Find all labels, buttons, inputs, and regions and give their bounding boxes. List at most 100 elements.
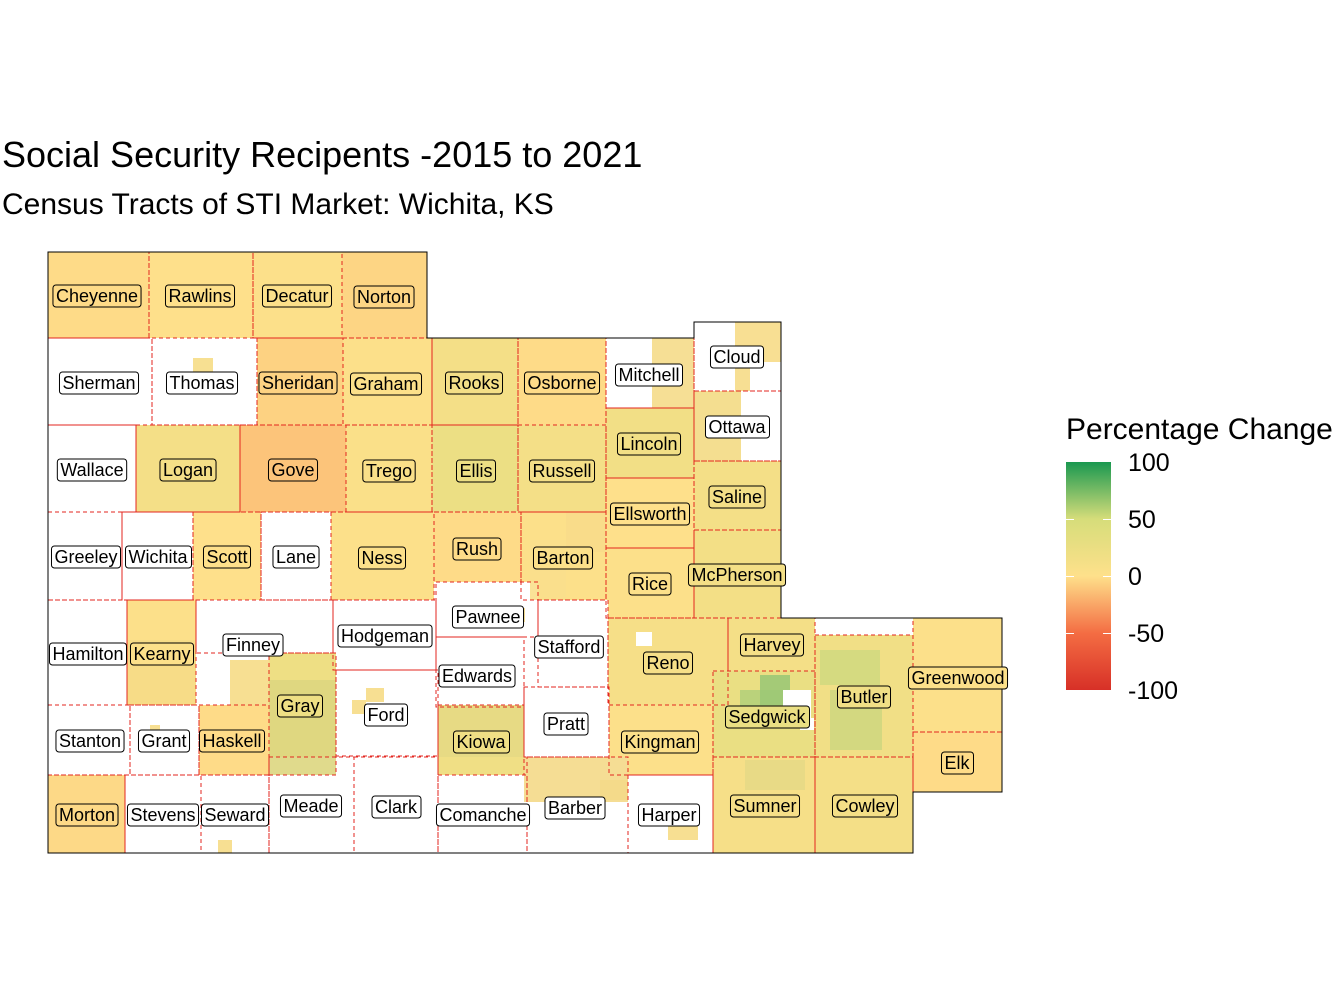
county-label-text: Cloud <box>713 347 760 367</box>
county-label-text: Sherman <box>62 373 135 393</box>
county-label-box <box>724 705 811 729</box>
tract-patch <box>366 688 384 702</box>
county-label-text: Morton <box>59 805 115 825</box>
county-label-box <box>267 458 319 482</box>
county-label-text: Trego <box>366 461 412 481</box>
county-label-box <box>58 371 140 395</box>
county-russell-border <box>517 424 607 513</box>
county-label-cloud: Cloud <box>709 345 765 369</box>
legend-tick <box>1103 633 1111 634</box>
county-label-box <box>739 633 805 657</box>
county-label-box <box>363 703 409 727</box>
county-label-finney: Finney <box>222 633 284 657</box>
county-label-text: Ness <box>361 548 402 568</box>
county-label-greeley: Greeley <box>50 545 122 569</box>
county-label-thomas: Thomas <box>165 371 239 395</box>
county-label-norton: Norton <box>353 285 415 309</box>
county-label-wallace: Wallace <box>56 458 128 482</box>
county-label-butler: Butler <box>836 685 892 709</box>
county-label-text: Mitchell <box>618 365 679 385</box>
county-label-text: McPherson <box>691 565 782 585</box>
county-clark-border <box>353 756 439 854</box>
county-label-box <box>222 633 284 657</box>
county-label-text: Kearny <box>133 644 190 664</box>
county-ford-border <box>335 669 439 757</box>
county-label-barber: Barber <box>544 796 606 820</box>
county-label-box <box>272 545 320 569</box>
county-label-text: Grant <box>141 731 186 751</box>
county-label-box <box>438 664 516 688</box>
county-label-russell: Russell <box>528 459 596 483</box>
tract-patch <box>820 650 880 685</box>
county-labels: Cheyenne Rawlins Decatur Norton Sherman Thoma… <box>48 284 1009 827</box>
legend-tick <box>1103 576 1111 577</box>
county-label-box <box>198 729 266 753</box>
county-label-box <box>362 459 416 483</box>
county-label-text: Comanche <box>439 805 526 825</box>
county-label-text: Greeley <box>54 547 117 567</box>
county-label-seward: Seward <box>200 803 270 827</box>
legend-color-bar <box>1066 462 1111 690</box>
county-label-box <box>371 795 422 819</box>
county-label-cheyenne: Cheyenne <box>52 284 142 308</box>
county-label-text: Ford <box>367 705 404 725</box>
county-label-logan: Logan <box>159 458 217 482</box>
county-label-box <box>200 803 270 827</box>
legend-tick <box>1066 633 1074 634</box>
county-label-stevens: Stevens <box>126 803 200 827</box>
county-label-trego: Trego <box>362 459 416 483</box>
county-label-pratt: Pratt <box>543 712 589 736</box>
county-logan-border <box>135 424 241 513</box>
county-label-kearny: Kearny <box>129 642 195 666</box>
county-label-text: Sedgwick <box>728 707 806 727</box>
county-label-barton: Barton <box>532 546 594 570</box>
county-label-text: Rawlins <box>168 286 231 306</box>
county-label-box <box>276 694 324 718</box>
county-label-text: Rooks <box>448 373 499 393</box>
county-label-text: Norton <box>357 287 411 307</box>
county-label-lincoln: Lincoln <box>616 432 682 456</box>
county-label-kingman: Kingman <box>620 730 700 754</box>
county-label-kiowa: Kiowa <box>452 730 510 754</box>
county-label-box <box>353 285 415 309</box>
county-label-text: Hamilton <box>52 644 123 664</box>
county-label-box <box>452 537 502 561</box>
county-label-text: Saline <box>712 487 762 507</box>
county-label-rush: Rush <box>452 537 502 561</box>
county-label-box <box>729 794 801 818</box>
county-label-text: Stafford <box>538 637 601 657</box>
tract-patch <box>218 840 232 853</box>
county-label-box <box>616 432 682 456</box>
county-label-box <box>48 642 128 666</box>
county-label-ottawa: Ottawa <box>704 415 770 439</box>
county-label-box <box>528 459 596 483</box>
county-label-text: Wichita <box>128 547 188 567</box>
county-label-box <box>534 635 604 659</box>
county-label-rice: Rice <box>628 572 672 596</box>
county-label-reno: Reno <box>642 651 694 675</box>
county-label-box <box>831 794 899 818</box>
county-label-ellis: Ellis <box>455 459 497 483</box>
county-label-box <box>451 605 525 629</box>
county-label-gray: Gray <box>276 694 324 718</box>
tract-patch <box>735 362 750 391</box>
county-label-text: Logan <box>163 460 213 480</box>
legend-tick <box>1066 576 1074 577</box>
county-label-harvey: Harvey <box>739 633 805 657</box>
county-label-text: Hodgeman <box>341 626 429 646</box>
map-subtitle: Census Tracts of STI Market: Wichita, KS <box>2 188 554 221</box>
county-label-sherman: Sherman <box>58 371 140 395</box>
county-label-box <box>129 642 195 666</box>
county-label-rooks: Rooks <box>444 371 504 395</box>
tract-patch <box>230 660 270 705</box>
county-label-box <box>642 651 694 675</box>
county-label-box <box>614 363 684 387</box>
legend-tick <box>1066 519 1074 520</box>
county-label-ellsworth: Ellsworth <box>609 502 691 526</box>
legend-tick <box>1103 519 1111 520</box>
county-label-box <box>50 545 122 569</box>
county-label-text: Rush <box>456 539 498 559</box>
county-label-box <box>126 803 200 827</box>
county-label-text: Ellsworth <box>613 504 686 524</box>
county-label-text: Meade <box>283 796 338 816</box>
